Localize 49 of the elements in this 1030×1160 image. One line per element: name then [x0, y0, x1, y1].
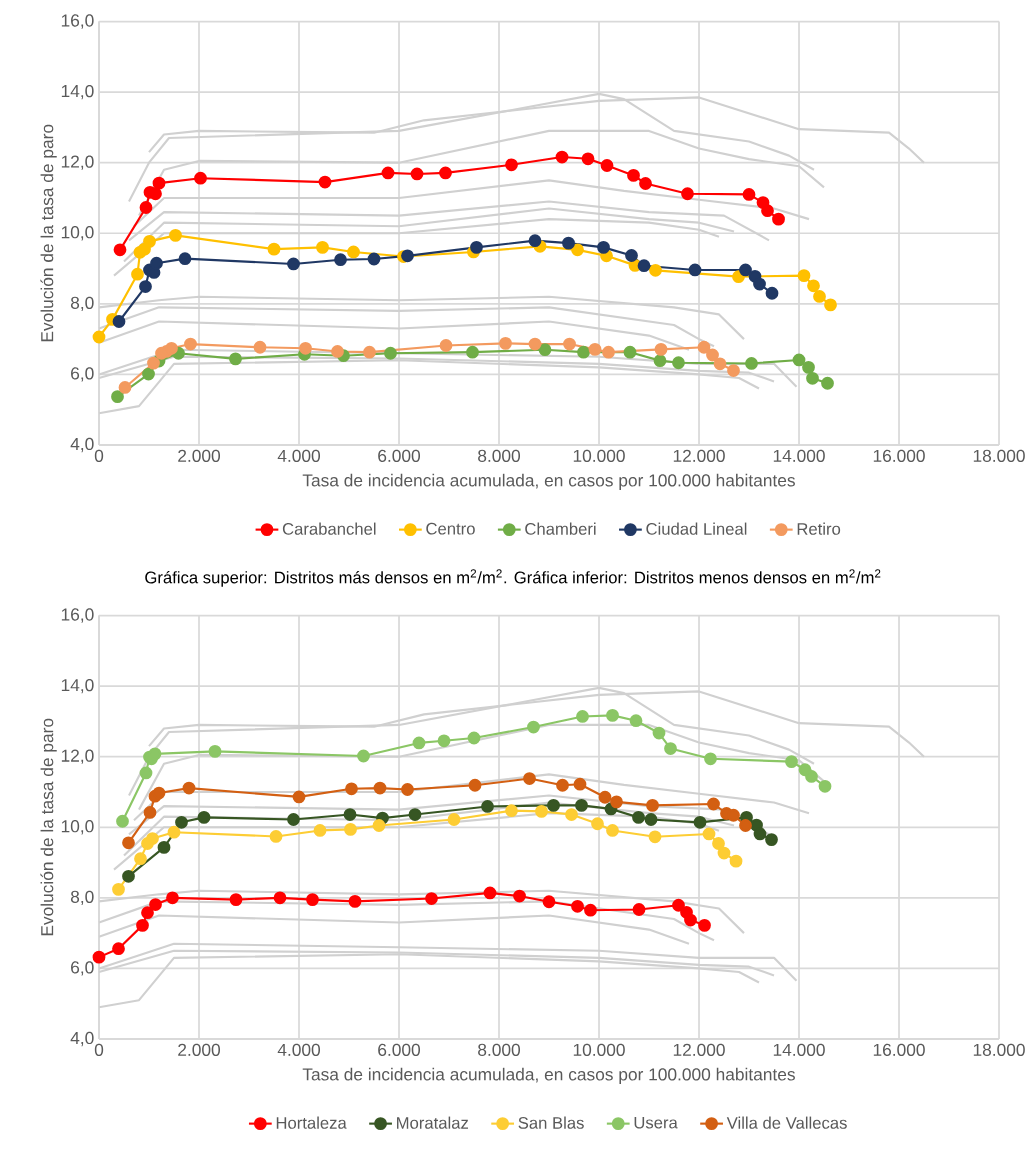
x-tick-label: 6.000 [378, 1043, 421, 1056]
legend-label: Carabanchel [282, 522, 376, 535]
y-axis-title: Evolución de la tasa de paro [40, 124, 57, 342]
x-tick-label: 8.000 [478, 449, 521, 462]
x-tick-label: 0 [94, 449, 104, 462]
y-axis-title: Evolución de la tasa de paro [40, 718, 57, 936]
y-tick-label: 16,0 [61, 608, 94, 623]
y-tick-label: 10,0 [61, 226, 94, 241]
x-tick-label: 14.000 [773, 449, 825, 462]
text: Gráfica superior: Distritos más densos en m$^{2}$/m$^{2}$. Gráfica inferior: Distritos menos densos en m$^{2}$/m$^{2}$ [145, 569, 881, 587]
y-tick-label: 10,0 [61, 820, 94, 835]
legend-label: Retiro [797, 522, 841, 535]
legend-label: Ciudad Lineal [646, 522, 747, 535]
x-tick-label: 6.000 [378, 449, 421, 462]
y-tick-label: 16,0 [61, 14, 94, 29]
y-tick-label: 6,0 [71, 961, 94, 976]
x-tick-label: 12.000 [673, 1043, 725, 1056]
y-tick-label: 12,0 [61, 155, 94, 170]
x-tick-label: 12.000 [673, 449, 725, 462]
y-tick-label: 14,0 [61, 84, 94, 100]
y-tick-label: 14,0 [61, 678, 94, 694]
x-tick-label: 16.000 [873, 1043, 925, 1056]
y-tick-label: 4,0 [70, 1031, 94, 1047]
legend-label: San Blas [518, 1116, 584, 1129]
y-tick-label: 4,0 [70, 437, 94, 453]
y-tick-label: 12,0 [61, 749, 94, 764]
x-tick-label: 10.000 [573, 449, 625, 462]
x-tick-label: 2.000 [178, 1043, 221, 1056]
x-tick-label: 8.000 [478, 1043, 521, 1056]
x-tick-label: 18.000 [973, 449, 1025, 462]
y-tick-label: 8,0 [70, 296, 94, 311]
x-tick-label: 4.000 [277, 449, 321, 462]
x-axis-title: Tasa de incidencia acumulada, en casos por 100.000 habitantes [302, 1067, 795, 1084]
legend-label: Usera [634, 1116, 678, 1129]
y-tick-label: 8,0 [70, 890, 94, 905]
x-tick-label: 16.000 [873, 449, 925, 462]
x-tick-label: 2.000 [178, 449, 221, 462]
legend-label: Centro [426, 522, 475, 535]
x-tick-label: 0 [94, 1043, 104, 1056]
legend-label: Moratalaz [397, 1116, 469, 1129]
x-tick-label: 18.000 [973, 1043, 1025, 1056]
legend-label: Hortaleza [276, 1116, 347, 1129]
x-tick-label: 10.000 [573, 1043, 625, 1056]
y-tick-label: 6,0 [71, 367, 94, 382]
legend-label: Villa de Vallecas [726, 1116, 847, 1129]
x-tick-label: 14.000 [773, 1043, 825, 1056]
x-tick-label: 4.000 [277, 1043, 321, 1056]
legend-label: Chamberi [525, 522, 596, 535]
x-axis-title: Tasa de incidencia acumulada, en casos por 100.000 habitantes [302, 473, 795, 490]
